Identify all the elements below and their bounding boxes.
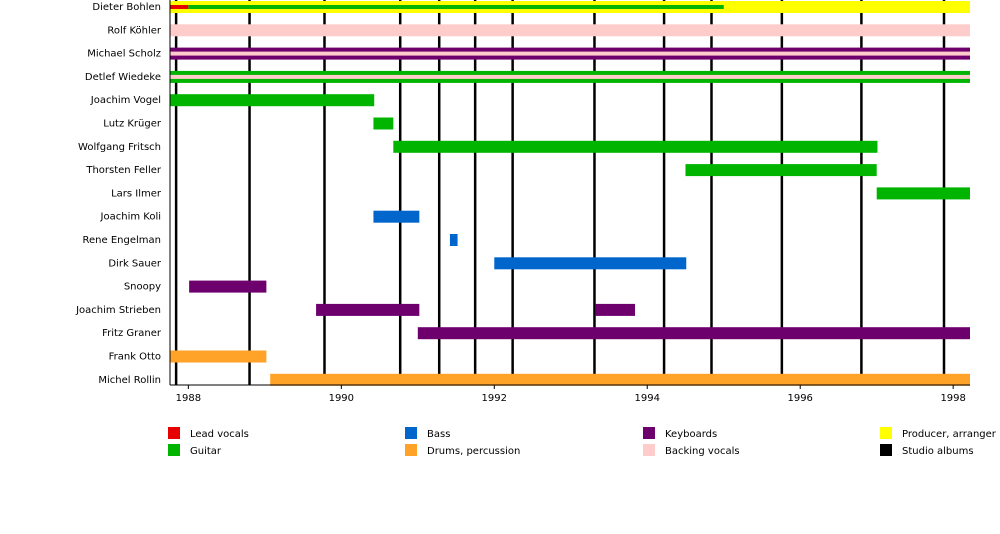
member-label: Snoopy bbox=[124, 282, 161, 293]
member-label: Rolf Köhler bbox=[107, 25, 162, 36]
member-bar bbox=[494, 257, 687, 270]
member-bar bbox=[595, 303, 636, 316]
legend-label: Backing vocals bbox=[665, 446, 740, 457]
member-bar bbox=[373, 210, 420, 223]
member-label: Joachim Strieben bbox=[75, 305, 161, 316]
member-label: Frank Otto bbox=[109, 352, 161, 363]
member-bar bbox=[449, 234, 458, 246]
member-bar bbox=[170, 51, 970, 56]
member-bar bbox=[188, 5, 724, 9]
legend-swatch bbox=[168, 444, 180, 456]
member-bar bbox=[685, 164, 877, 177]
x-tick-label: 1996 bbox=[787, 393, 812, 404]
legend-label: Keyboards bbox=[665, 429, 717, 440]
member-label: Michael Scholz bbox=[87, 49, 161, 60]
member-bar bbox=[170, 94, 375, 107]
legend-swatch bbox=[880, 427, 892, 439]
member-label: Rene Engelman bbox=[83, 235, 161, 246]
member-label: Michel Rollin bbox=[98, 375, 161, 386]
member-label: Detlef Wiedeke bbox=[85, 72, 161, 83]
member-label: Lutz Krüger bbox=[103, 119, 162, 130]
member-bar bbox=[393, 140, 878, 153]
member-bar bbox=[876, 187, 970, 200]
member-label: Wolfgang Fritsch bbox=[78, 142, 161, 153]
legend-swatch bbox=[643, 444, 655, 456]
member-label: Dirk Sauer bbox=[108, 258, 162, 269]
member-bar bbox=[316, 303, 420, 316]
member-bar bbox=[373, 117, 394, 130]
legend-label: Drums, percussion bbox=[427, 446, 520, 457]
legend-label: Producer, arranger bbox=[902, 429, 997, 440]
legend-label: Bass bbox=[427, 429, 450, 440]
member-bar bbox=[170, 74, 970, 79]
member-label: Dieter Bohlen bbox=[92, 2, 161, 13]
legend-swatch bbox=[643, 427, 655, 439]
legend-swatch bbox=[168, 427, 180, 439]
x-tick-label: 1990 bbox=[329, 393, 354, 404]
legend-swatch bbox=[405, 444, 417, 456]
member-bar bbox=[417, 327, 970, 340]
member-label: Thorsten Feller bbox=[85, 165, 162, 176]
member-bar bbox=[170, 24, 970, 37]
legend-swatch bbox=[405, 427, 417, 439]
member-label: Joachim Koli bbox=[100, 212, 161, 223]
x-tick-label: 1998 bbox=[940, 393, 965, 404]
x-tick-label: 1992 bbox=[482, 393, 507, 404]
x-tick-label: 1988 bbox=[176, 393, 201, 404]
member-bar bbox=[270, 373, 971, 386]
member-label: Fritz Graner bbox=[102, 328, 162, 339]
member-label: Joachim Vogel bbox=[90, 95, 161, 106]
x-tick-label: 1994 bbox=[635, 393, 660, 404]
legend-swatch bbox=[880, 444, 892, 456]
member-bar bbox=[189, 280, 267, 293]
member-bar bbox=[170, 5, 189, 9]
legend-label: Guitar bbox=[190, 446, 222, 457]
member-label: Lars Ilmer bbox=[111, 188, 162, 199]
member-bar bbox=[170, 350, 267, 363]
legend-label: Studio albums bbox=[902, 446, 974, 457]
legend-label: Lead vocals bbox=[190, 429, 249, 440]
